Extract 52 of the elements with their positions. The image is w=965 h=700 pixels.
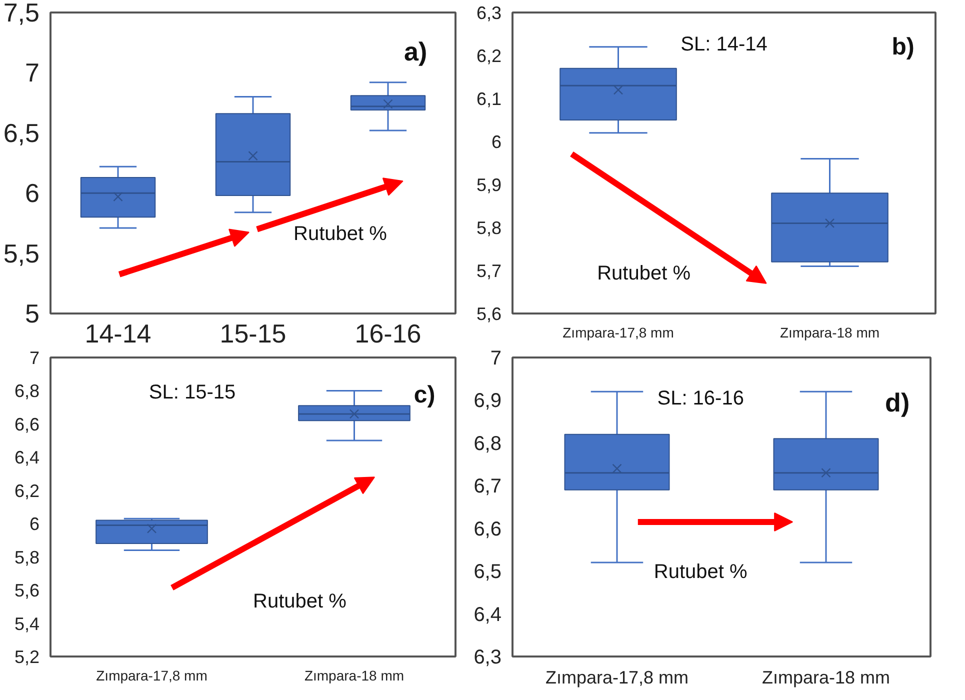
y-tick-label: 6 <box>25 178 40 208</box>
annotation: SL: 16-16 <box>657 387 744 410</box>
y-tick-label: 6,2 <box>14 480 40 501</box>
y-tick-label: 6,1 <box>476 89 502 109</box>
y-tick-label: 5,6 <box>476 304 502 324</box>
annotation: SL: 15-15 <box>148 381 236 404</box>
annotation: Rutubet % <box>654 560 748 583</box>
y-tick-label: 5,2 <box>14 647 40 667</box>
x-tick-label: Zımpara-18 mm <box>304 668 404 684</box>
y-tick-label: 5,9 <box>476 175 502 195</box>
y-tick-label: 7 <box>25 58 40 88</box>
x-tick-label: Zımpara-18 mm <box>780 324 880 340</box>
y-tick-label: 6,3 <box>476 3 502 23</box>
annotation: Rutubet % <box>597 262 691 284</box>
y-tick-label: 5,5 <box>3 238 40 268</box>
y-tick-label: 6,8 <box>14 381 40 402</box>
y-tick-label: 6,7 <box>474 476 502 498</box>
annotation: Rutubet % <box>253 590 347 613</box>
annotation: a) <box>404 36 428 67</box>
x-tick-label: Zımpara-17,8 mm <box>96 668 208 684</box>
annotation: d) <box>885 387 910 418</box>
y-tick-label: 6,6 <box>474 518 502 540</box>
annotation: b) <box>892 34 914 61</box>
y-tick-label: 6,5 <box>474 561 502 584</box>
x-tick-label: 14-14 <box>84 318 152 348</box>
annotation: Rutubet % <box>294 223 388 246</box>
x-tick-label: Zımpara-17,8 mm <box>562 324 674 340</box>
y-tick-label: 6,4 <box>474 604 502 626</box>
x-tick-label: 15-15 <box>220 318 286 348</box>
y-tick-label: 7 <box>490 348 502 370</box>
x-tick-label: Zımpara-18 mm <box>762 668 890 688</box>
x-tick-label: 16-16 <box>354 318 422 348</box>
annotation: SL: 14-14 <box>680 34 768 56</box>
y-tick-label: 5,4 <box>14 614 40 634</box>
y-tick-label: 6,9 <box>474 390 502 412</box>
y-tick-label: 6,5 <box>3 118 40 148</box>
y-tick-label: 5,8 <box>14 547 40 568</box>
y-tick-label: 5,7 <box>476 261 502 281</box>
y-tick-label: 5 <box>25 298 40 328</box>
y-tick-label: 6 <box>29 514 40 534</box>
y-tick-label: 6,2 <box>476 46 502 66</box>
y-tick-label: 7 <box>29 348 40 368</box>
y-tick-label: 6,8 <box>474 432 502 455</box>
y-tick-label: 6,4 <box>14 448 40 468</box>
y-tick-label: 7,5 <box>3 0 40 28</box>
y-tick-label: 5,6 <box>14 580 40 601</box>
y-tick-label: 6 <box>491 132 502 152</box>
y-tick-label: 5,8 <box>476 218 502 238</box>
annotation: c) <box>414 381 436 408</box>
x-tick-label: Zımpara-17,8 mm <box>545 668 689 688</box>
y-tick-label: 6,6 <box>14 414 40 434</box>
y-tick-label: 6,3 <box>474 646 502 668</box>
